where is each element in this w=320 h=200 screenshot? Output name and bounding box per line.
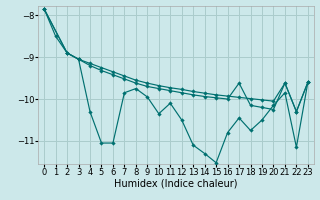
X-axis label: Humidex (Indice chaleur): Humidex (Indice chaleur)	[114, 179, 238, 189]
